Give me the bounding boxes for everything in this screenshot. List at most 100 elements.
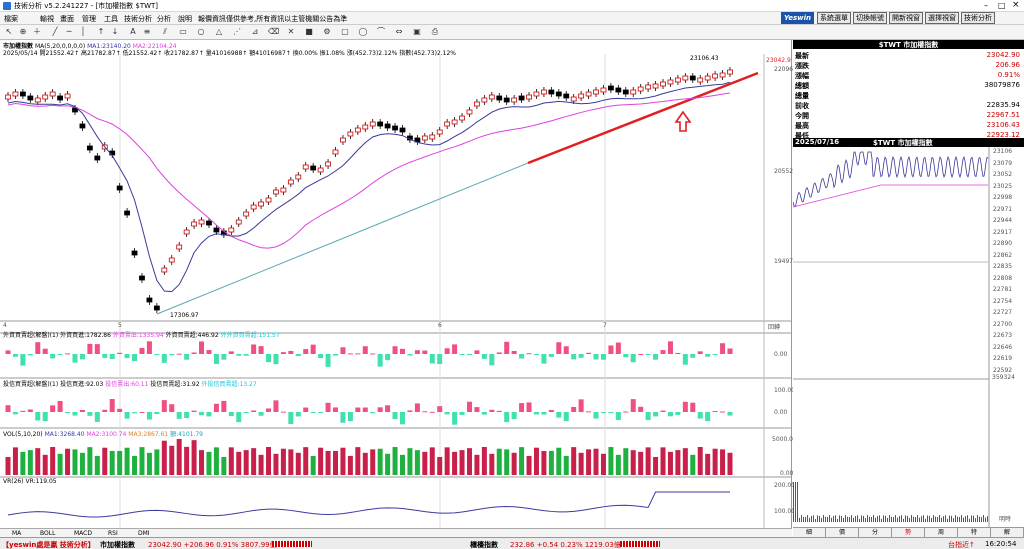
candle-body — [72, 107, 78, 113]
fan-icon[interactable]: ⋰ — [233, 27, 241, 36]
delete-icon[interactable]: ✕ — [287, 27, 295, 36]
indicator-bar — [236, 354, 242, 356]
volume-bar — [481, 447, 487, 475]
rectangle-icon[interactable]: ▭ — [179, 27, 187, 36]
connection-label[interactable]: 台指近↑ — [948, 541, 975, 549]
volume-bar — [444, 447, 450, 475]
menu-technical[interactable]: 技術分析 — [124, 15, 152, 23]
candle-body — [555, 91, 562, 97]
indicator-bar — [5, 350, 11, 354]
intraday-price-line — [793, 151, 989, 208]
tab-rsi[interactable]: RSI — [108, 530, 118, 537]
vr-mid-label: 100.00 — [774, 508, 795, 515]
menu-help[interactable]: 說明 — [178, 15, 192, 23]
menu-tools[interactable]: 工具 — [104, 15, 118, 23]
arrow-down-icon[interactable]: ↓ — [111, 27, 119, 36]
rect-select-icon[interactable]: ▢ — [341, 27, 349, 36]
month-label-7: 7 — [603, 322, 607, 329]
quote-key: 漲幅 — [795, 72, 809, 80]
indicator-bar — [511, 412, 517, 420]
price-last-label: 23042.9 — [766, 57, 791, 64]
crosshair-icon[interactable]: ＋ — [33, 27, 41, 36]
foreign-panel-header: 外資買賣超(解盤)(1) 外資買進:1782.86 外資賣出:1335.94 外… — [3, 330, 280, 339]
intraday-volume-bar — [797, 482, 798, 522]
measure-icon[interactable]: ⇔ — [395, 27, 403, 36]
index1-name: 市加權指數 — [100, 541, 135, 549]
indicator-bar — [295, 412, 301, 417]
tab-special[interactable]: 特 — [958, 528, 991, 538]
triangle-icon[interactable]: △ — [215, 27, 223, 36]
candle-body — [228, 227, 235, 233]
tab-dmi[interactable]: DMI — [138, 530, 150, 537]
fibonacci-icon[interactable]: ≡ — [143, 27, 151, 36]
tab-minute[interactable]: 分 — [859, 528, 892, 538]
tab-trend[interactable]: 勢 — [892, 528, 925, 538]
vol-panel-header: VOL(5,10,20) MA1:3268.40 MA2:3100.74 MA3… — [3, 429, 203, 438]
menu-file[interactable]: 檔案 — [4, 15, 18, 23]
menu-analysis[interactable]: 分析 — [157, 15, 171, 23]
intraday-volume-bar — [877, 516, 878, 522]
indicator-bar — [12, 412, 18, 415]
tab-boll[interactable]: BOLL — [40, 530, 56, 537]
quote-key: 總額 — [795, 82, 809, 90]
candle-body — [652, 83, 659, 89]
indicator-bar — [213, 403, 219, 412]
candle-body — [682, 75, 689, 81]
technical-analysis-button[interactable]: 技術分析 — [961, 12, 995, 24]
zoom-icon[interactable]: ⊕ — [19, 27, 27, 36]
text-icon[interactable]: A — [130, 27, 136, 36]
cursor-icon[interactable]: ↖ — [5, 27, 13, 36]
menu-screen[interactable]: 畫面 — [60, 15, 74, 23]
settings-icon[interactable]: ⚙ — [323, 27, 331, 36]
polyline-icon[interactable]: ⌒ — [377, 27, 385, 36]
month-label-4: 4 — [3, 322, 7, 329]
technical-chart[interactable]: 市加權指數 MA(5,20,0,0,0,0) MA1:23140.20 MA2:… — [0, 40, 797, 528]
select-window-button[interactable]: 選擇視窗 — [925, 12, 959, 24]
tab-week[interactable]: 周 — [925, 528, 958, 538]
new-window-button[interactable]: 開新視窗 — [889, 12, 923, 24]
volume-bars-group — [5, 439, 733, 475]
indicator-bar — [697, 351, 703, 354]
menu-view[interactable]: 輸視 — [40, 15, 54, 23]
volume-bar — [690, 454, 696, 475]
indicator-bar — [35, 412, 41, 421]
circle-icon[interactable]: ○ — [197, 27, 205, 36]
arrow-up-icon[interactable]: ↑ — [97, 27, 105, 36]
tab-macd[interactable]: MACD — [74, 530, 92, 537]
menu-manage[interactable]: 管理 — [82, 15, 96, 23]
line-icon[interactable]: ╱ — [52, 27, 58, 36]
indicator-bar — [370, 353, 376, 355]
intraday-volume-bar — [901, 515, 902, 522]
intraday-volume-bar — [843, 517, 844, 522]
maximize-icon[interactable]: □ — [998, 1, 1006, 10]
quote-key: 今開 — [795, 112, 809, 120]
channel-icon[interactable]: ⫽ — [163, 27, 167, 36]
eraser-icon[interactable]: ⌫ — [268, 27, 280, 36]
indicator-bar — [228, 351, 234, 354]
volume-bar — [705, 453, 711, 475]
minimize-icon[interactable]: – — [984, 1, 988, 10]
hline-icon[interactable]: ─ — [66, 27, 72, 36]
candle-body — [310, 165, 317, 171]
tab-detail[interactable]: 細 — [793, 528, 826, 538]
close-icon[interactable]: × — [1012, 0, 1020, 10]
ellipse-icon[interactable]: ◯ — [358, 27, 368, 36]
tab-price[interactable]: 價 — [826, 528, 859, 538]
switch-account-button[interactable]: 切換帳號 — [853, 12, 887, 24]
gann-icon[interactable]: ⊿ — [251, 27, 259, 36]
print-icon[interactable]: ⎙ — [431, 27, 439, 36]
save-icon[interactable]: ▣ — [413, 27, 421, 36]
vline-icon[interactable]: │ — [80, 27, 86, 36]
tab-ma[interactable]: MA — [12, 530, 22, 537]
indicator-bar — [295, 354, 301, 357]
indicator-bar — [578, 399, 584, 412]
candle-body — [57, 95, 64, 101]
candle-body — [637, 86, 644, 92]
color-icon[interactable]: ■ — [305, 27, 313, 36]
indicator-bar — [325, 354, 331, 367]
system-menu-button[interactable]: 系統選單 — [817, 12, 851, 24]
candlestick-chart — [0, 54, 792, 528]
intraday-volume-bar — [801, 515, 802, 522]
indicator-bar — [169, 354, 175, 356]
low-annotation: 17306.97 — [170, 312, 199, 319]
